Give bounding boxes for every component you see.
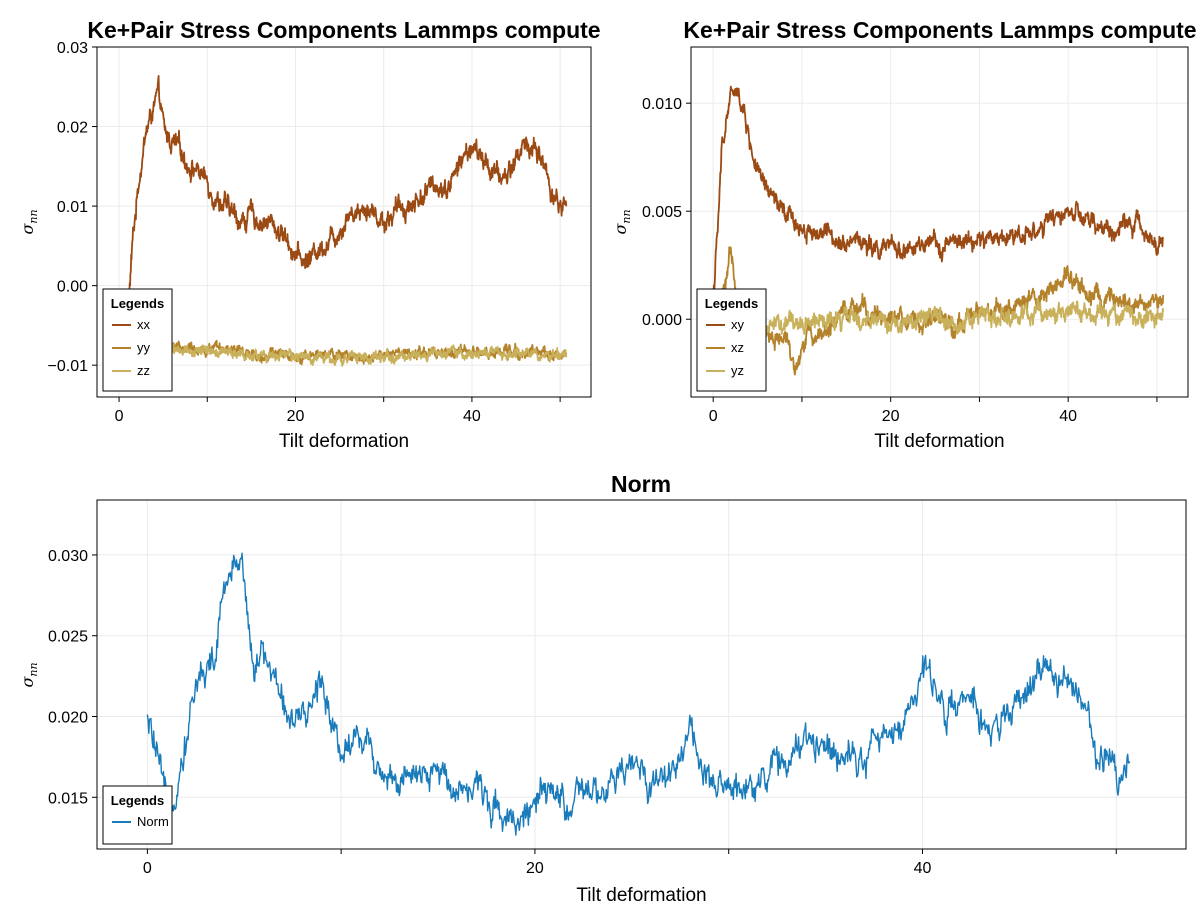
x-axis-label: Tilt deformation <box>576 885 706 906</box>
y-axis-label: σnn <box>18 209 40 234</box>
y-tick-label: 0.02 <box>57 120 88 137</box>
x-tick-label: 40 <box>463 408 481 425</box>
y-axis-label-sub: nn <box>27 209 40 223</box>
y-tick-label: 0.020 <box>48 710 88 727</box>
y-axis-label-main: σ <box>611 223 630 235</box>
series-line-xy <box>712 85 1165 300</box>
legend: Legends xx yy zz <box>102 288 173 392</box>
legend-label-yz: yz <box>731 363 744 378</box>
legend-label-xz: xz <box>731 340 744 355</box>
legend-label-yy: yy <box>137 340 151 355</box>
x-tick-label: 0 <box>143 860 152 877</box>
series-line-zz <box>162 341 568 367</box>
x-tick-label: 40 <box>914 860 932 877</box>
series-line-xx <box>127 75 568 319</box>
x-tick-label: 20 <box>287 408 305 425</box>
y-tick-label: 0.025 <box>48 629 88 646</box>
y-tick-label: 0.015 <box>48 790 88 807</box>
y-axis-label: σnn <box>611 209 633 234</box>
y-axis-label-sub: nn <box>620 209 633 223</box>
chart-title: Ke+Pair Stress Components Lammps compute <box>87 17 600 43</box>
x-tick-label: 20 <box>526 860 544 877</box>
y-axis-label-sub: nn <box>27 662 40 676</box>
chart-top-right: 0 20 40 0.000 0.005 0.010 Ke+Pair Stress Compo… <box>611 17 1197 452</box>
legend-title: Legends <box>705 296 758 311</box>
y-tick-label: 0.010 <box>642 96 682 113</box>
y-tick-label: 0.00 <box>57 279 88 296</box>
series-group <box>146 552 1131 836</box>
x-tick-label: 40 <box>1059 408 1077 425</box>
grid <box>97 500 1186 849</box>
legend-label-zz: zz <box>137 363 150 378</box>
chart-norm: 0 20 40 0.015 0.020 0.025 0.030 Norm Tilt deform… <box>18 471 1187 906</box>
y-tick-label: 0.000 <box>642 312 682 329</box>
x-tick-label: 0 <box>115 408 124 425</box>
x-axis-label: Tilt deformation <box>279 431 409 452</box>
y-axis-label: σnn <box>18 662 40 687</box>
y-axis-label-main: σ <box>18 223 37 235</box>
legend-box <box>696 288 767 392</box>
y-tick-label: −0.01 <box>48 358 89 375</box>
plot-frame <box>96 499 1187 850</box>
y-axis-label-main: σ <box>18 676 37 688</box>
series-line-xz <box>712 246 1165 376</box>
legend: Legends xy xz yz <box>696 288 767 392</box>
legend-title: Legends <box>111 296 164 311</box>
legend-label-norm: Norm <box>137 814 169 829</box>
series-line-yz <box>712 297 1165 338</box>
plot-frame <box>690 46 1189 398</box>
plot-frame <box>96 46 592 398</box>
x-axis-label: Tilt deformation <box>874 431 1004 452</box>
series-line-norm <box>146 552 1131 836</box>
series-group <box>712 85 1165 376</box>
chart-title: Norm <box>611 471 671 497</box>
legend: Legends Norm <box>102 785 173 845</box>
legend-title: Legends <box>111 793 164 808</box>
series-group <box>127 75 568 367</box>
y-tick-label: 0.03 <box>57 40 88 57</box>
chart-title: Ke+Pair Stress Components Lammps compute <box>683 17 1196 43</box>
legend-label-xy: xy <box>731 317 745 332</box>
x-tick-label: 0 <box>709 408 718 425</box>
y-tick-label: 0.005 <box>642 204 682 221</box>
legend-label-xx: xx <box>137 317 151 332</box>
y-tick-label: 0.030 <box>48 548 88 565</box>
legend-box <box>102 288 173 392</box>
legend-box <box>102 785 173 845</box>
x-tick-label: 20 <box>882 408 900 425</box>
y-tick-label: 0.01 <box>57 199 88 216</box>
